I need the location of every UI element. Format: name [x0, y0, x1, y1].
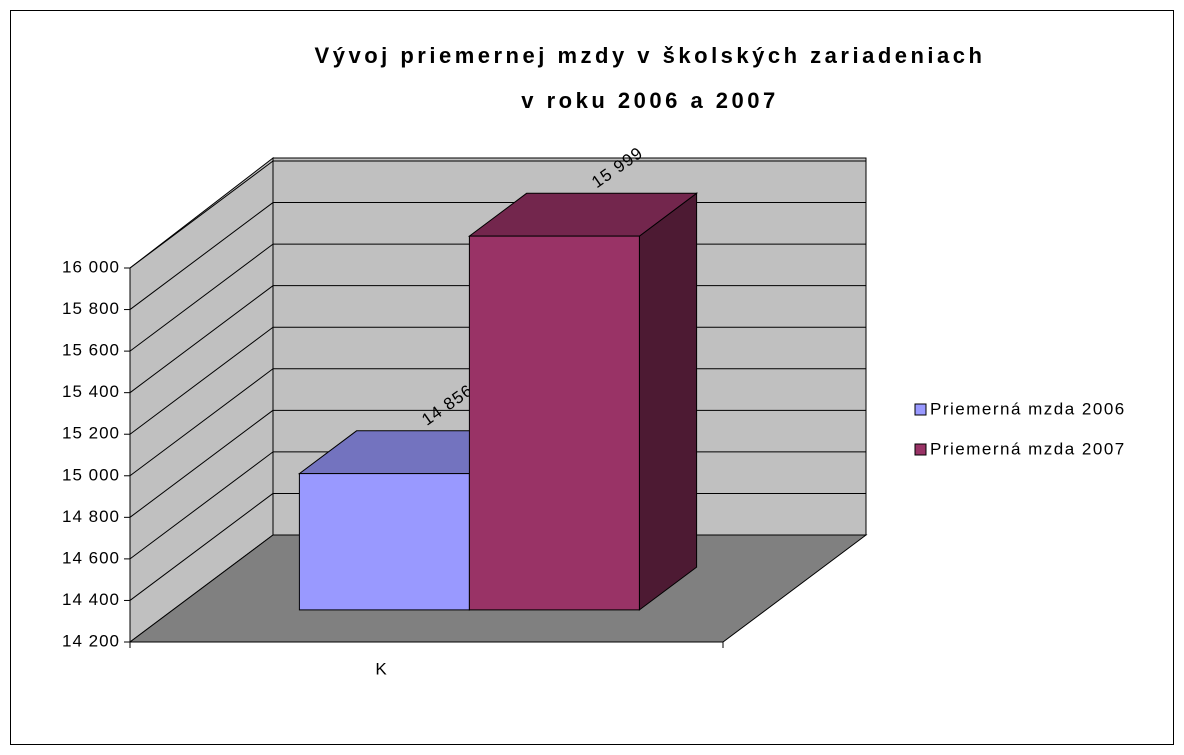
y-tick-label: 14 600	[62, 548, 120, 567]
grid-line	[129, 160, 274, 269]
grid-line	[129, 243, 274, 352]
grid-line	[129, 202, 274, 310]
y-tick-label: 14 200	[62, 631, 120, 650]
y-tick-label: 15 800	[62, 299, 120, 318]
y-tick-label: 14 400	[62, 590, 120, 609]
legend-label: Priemerná mzda 2007	[930, 439, 1126, 458]
grid-line	[129, 409, 274, 518]
grid-line	[129, 368, 274, 477]
legend-label: Priemerná mzda 2006	[930, 399, 1126, 418]
bar-side	[638, 192, 698, 611]
y-tick-label: 15 400	[62, 382, 120, 401]
grid-line	[129, 451, 274, 560]
x-tick-label: K	[375, 659, 387, 678]
grid-line	[129, 493, 274, 601]
y-tick-label: 14 800	[62, 507, 120, 526]
y-tick-label: 15 000	[62, 465, 120, 484]
legend-swatch	[914, 403, 927, 416]
y-tick-label: 16 000	[62, 257, 120, 276]
y-tick-label: 15 200	[62, 424, 120, 443]
y-tick-label: 15 600	[62, 341, 120, 360]
legend-swatch	[914, 443, 927, 456]
grid-line	[129, 326, 274, 435]
bar	[298, 473, 470, 611]
grid-line	[129, 285, 274, 394]
chart-title: v roku 2006 a 2007	[521, 88, 778, 113]
bar	[468, 235, 640, 611]
chart-title: Vývoj priemernej mzdy v školských zariad…	[315, 43, 986, 68]
